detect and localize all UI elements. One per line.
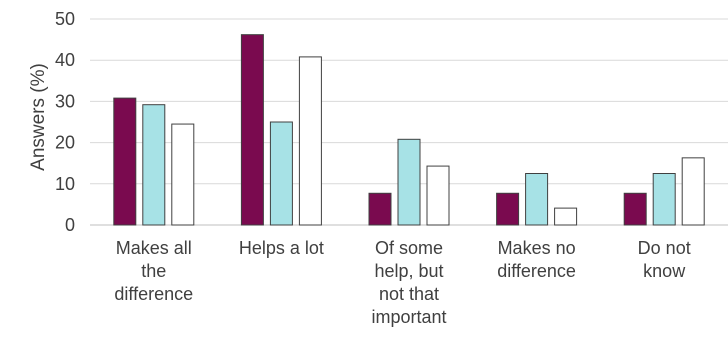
y-axis-ticks: 0 10 20 30 40 50 <box>55 9 75 235</box>
bar-series-2 <box>142 104 166 226</box>
bar-series-1 <box>368 192 392 226</box>
x-category-label: Helps a lot <box>239 238 324 258</box>
bar-series-3 <box>681 157 705 226</box>
y-tick-label: 20 <box>55 133 75 153</box>
y-tick-label: 40 <box>55 50 75 70</box>
bar-series-3 <box>554 207 578 226</box>
y-tick-label: 10 <box>55 174 75 194</box>
x-category-label: Makes all the difference <box>114 238 193 304</box>
bar-series-2 <box>525 173 549 226</box>
bar-series-1 <box>496 192 520 226</box>
bar-series-1 <box>113 97 137 226</box>
bar-series-3 <box>171 123 195 226</box>
bar-series-3 <box>298 56 322 226</box>
y-tick-label: 0 <box>65 215 75 235</box>
bars <box>113 34 705 226</box>
bar-series-3 <box>426 165 450 226</box>
bar-series-1 <box>240 34 264 226</box>
y-tick-label: 30 <box>55 91 75 111</box>
bar-series-2 <box>652 173 676 226</box>
x-category-label: Of some help, but not that important <box>371 238 446 327</box>
bar-series-1 <box>623 192 647 226</box>
bar-series-2 <box>269 121 293 226</box>
y-tick-label: 50 <box>55 9 75 29</box>
x-category-label: Makes no difference <box>497 238 576 281</box>
bar-series-2 <box>397 138 421 226</box>
x-category-label: Do not know <box>638 238 691 281</box>
x-axis-labels: Makes all the difference Helps a lot Of some… <box>114 238 690 327</box>
y-axis-label: Answers (%) <box>28 63 49 171</box>
